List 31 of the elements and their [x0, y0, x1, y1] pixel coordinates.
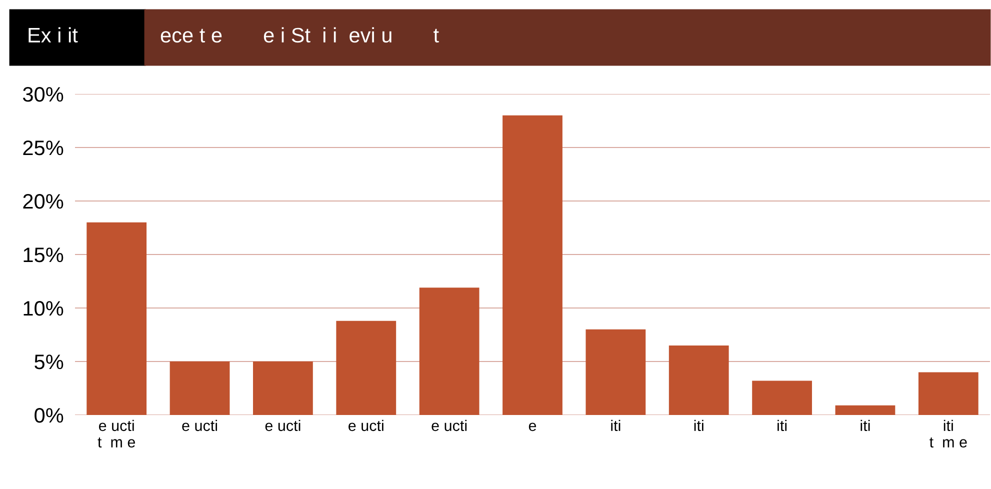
x-tick-label: e ucti — [432, 420, 467, 432]
bar — [835, 405, 896, 415]
y-tick-label: 5% — [34, 354, 64, 370]
chart-title: Ex i it — [28, 27, 78, 43]
x-tick-label: e ucti — [182, 420, 218, 432]
bar — [253, 362, 313, 415]
x-tick-label: iti — [694, 420, 704, 432]
y-tick-label: 0% — [34, 408, 64, 423]
bar — [86, 222, 147, 415]
x-tick-label: e ucti — [348, 420, 384, 432]
bar — [752, 380, 812, 415]
y-tick-label: 20% — [23, 194, 64, 209]
y-tick-label: 10% — [24, 301, 64, 316]
y-tick-label: 15% — [24, 248, 64, 262]
x-tick-label: e ucti t m e — [98, 420, 136, 448]
y-tick-label: 30% — [22, 87, 64, 102]
bar — [170, 362, 230, 415]
bar — [918, 372, 978, 415]
y-tick-label: 25% — [23, 140, 64, 156]
x-tick-label: e — [528, 422, 536, 432]
bar — [336, 320, 396, 415]
x-tick-label: iti t m e — [930, 420, 967, 448]
x-tick-label: iti — [611, 420, 620, 432]
bar — [586, 329, 646, 415]
bar — [502, 115, 562, 415]
x-tick-label: e ucti — [265, 420, 300, 432]
x-tick-label: iti — [860, 420, 870, 432]
x-tick-label: iti — [778, 420, 787, 432]
bar — [419, 288, 480, 415]
chart-subtitle: ece t e e i St i i evi u t — [160, 27, 439, 43]
bar — [668, 345, 729, 415]
